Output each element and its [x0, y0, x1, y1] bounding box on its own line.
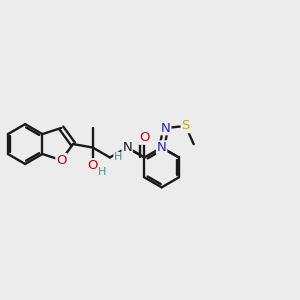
Text: N: N: [157, 141, 166, 154]
Text: N: N: [161, 122, 171, 134]
Text: O: O: [87, 159, 98, 172]
Text: S: S: [182, 119, 190, 133]
Text: O: O: [56, 154, 67, 167]
Text: O: O: [139, 131, 150, 144]
Text: H: H: [98, 167, 106, 177]
Text: N: N: [122, 141, 132, 154]
Text: H: H: [114, 152, 122, 163]
